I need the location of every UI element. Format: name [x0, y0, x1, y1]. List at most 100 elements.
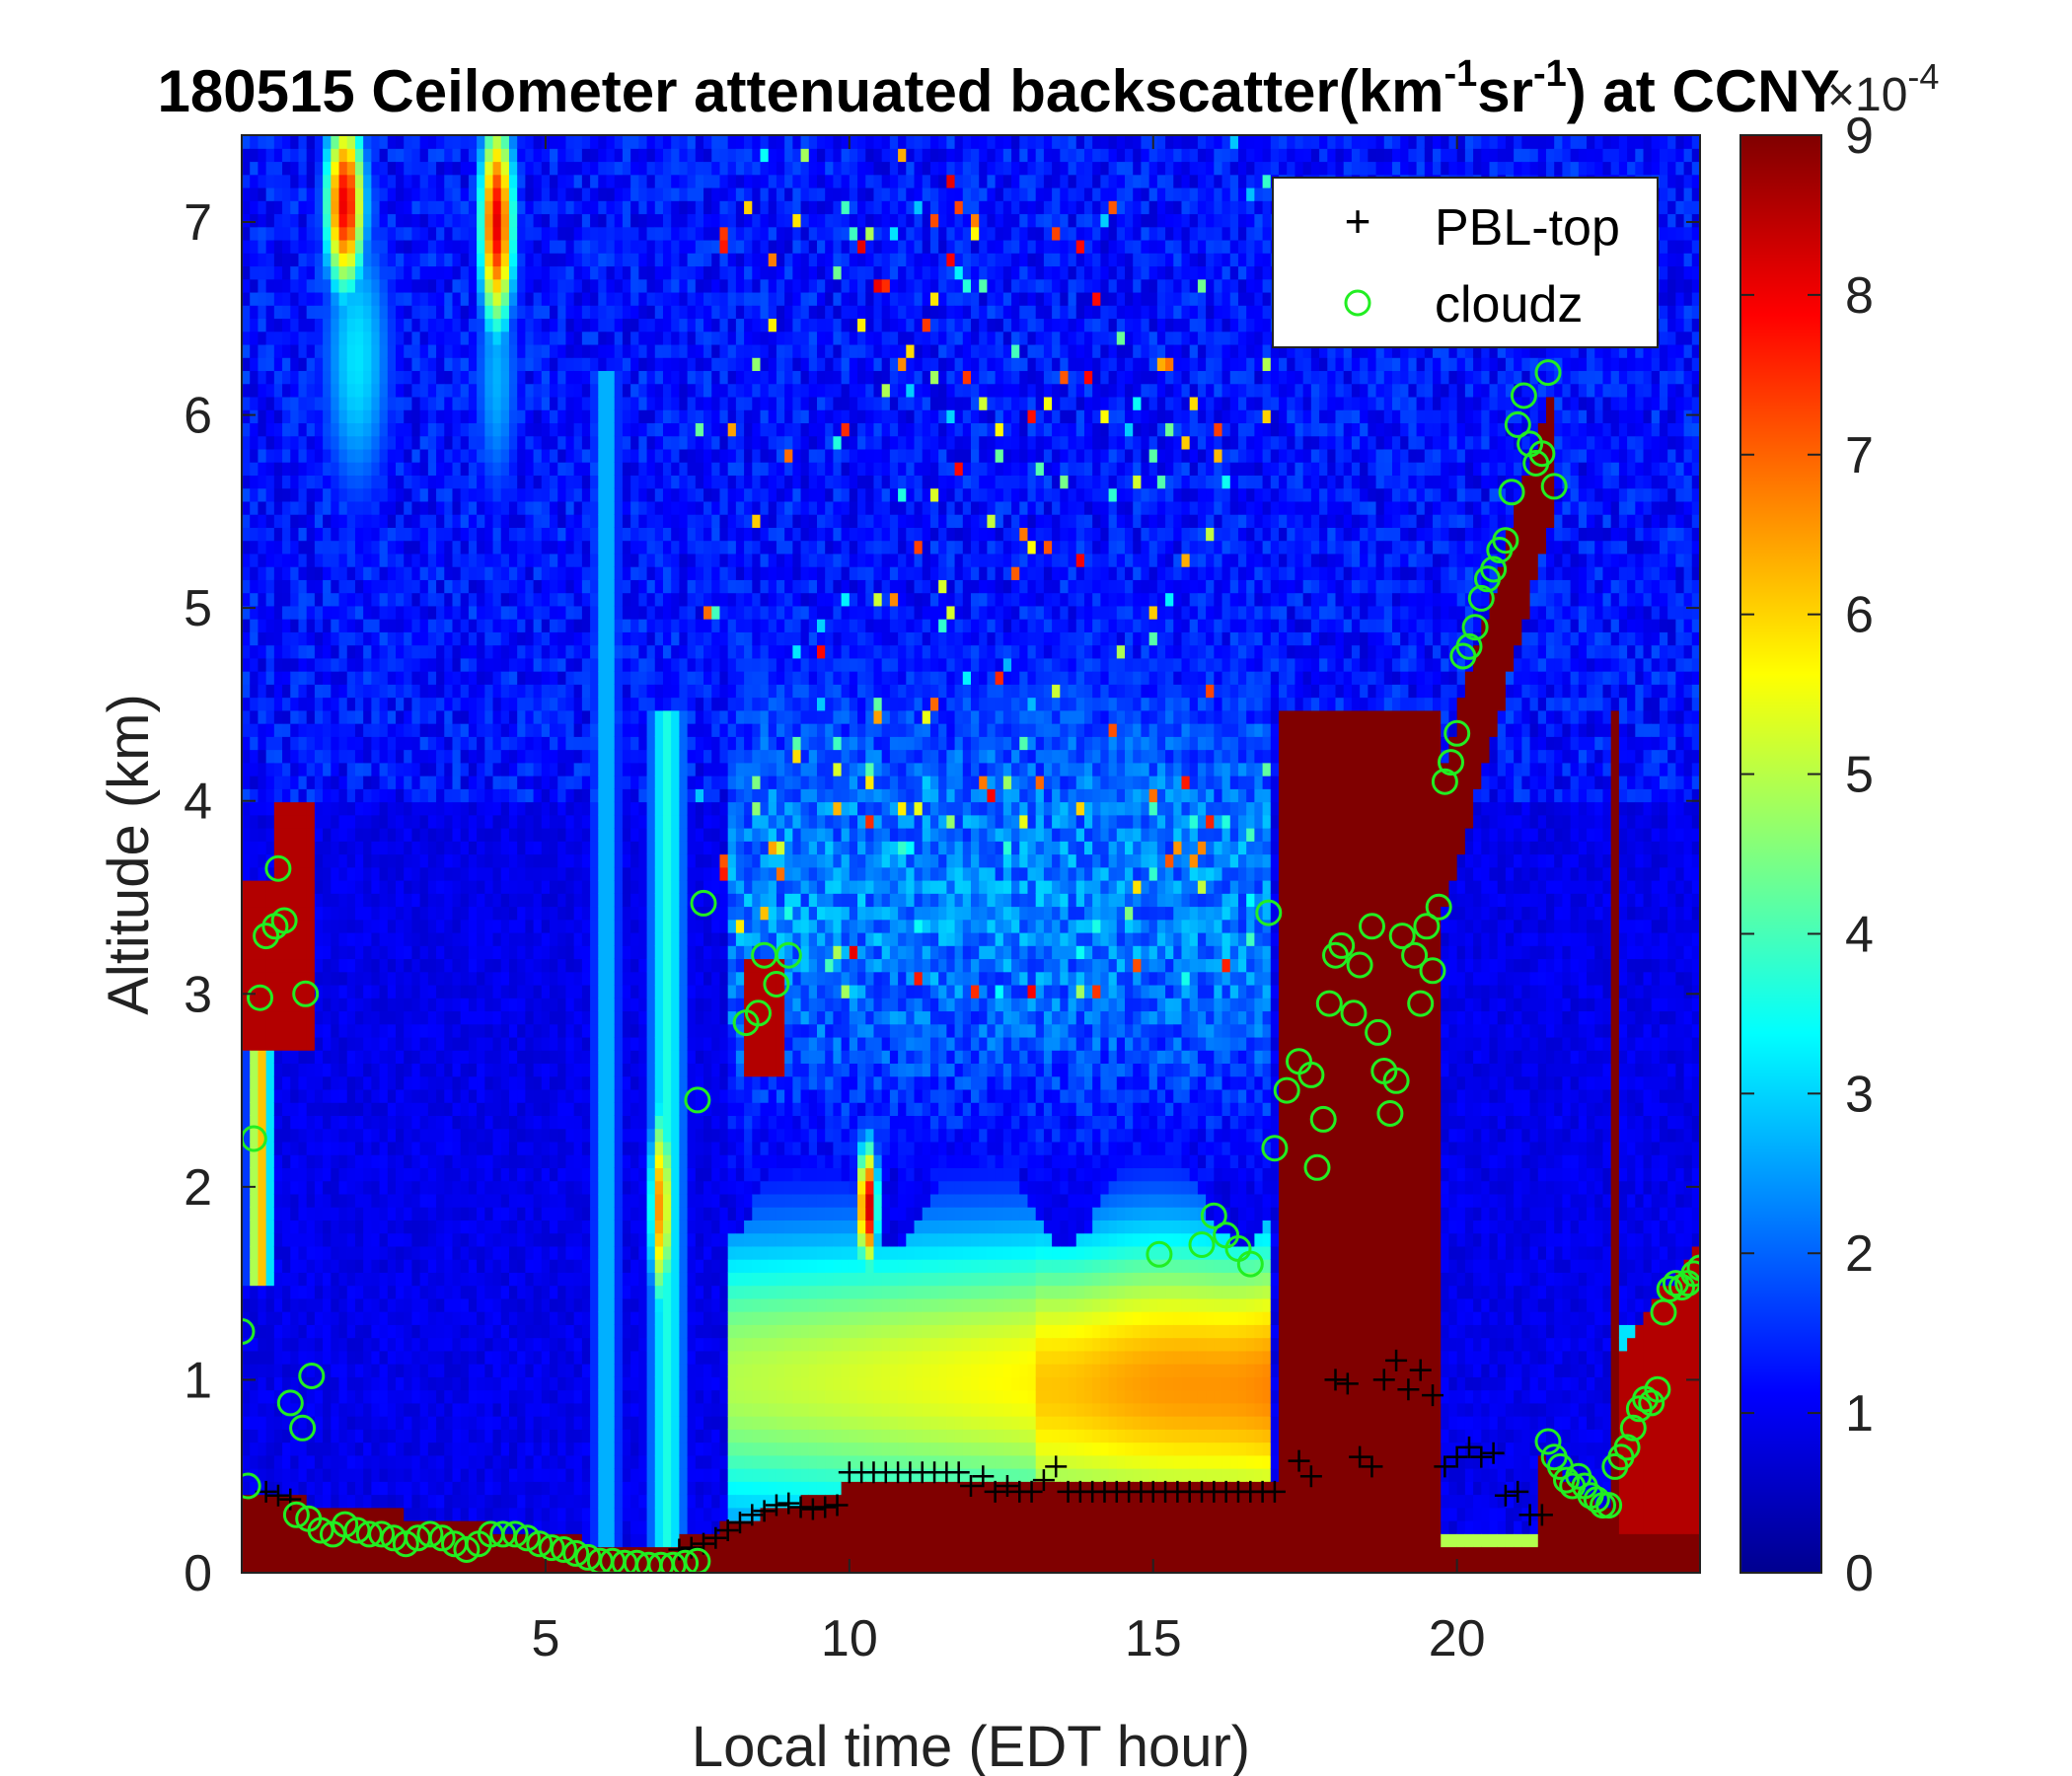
heatmap-cell [525, 1429, 535, 1443]
heatmap-cell [460, 776, 470, 789]
heatmap-cell [581, 579, 591, 594]
heatmap-cell [396, 709, 405, 724]
heatmap-cell [387, 709, 397, 724]
heatmap-cell [581, 919, 591, 933]
heatmap-cell [371, 1416, 381, 1430]
heatmap-cell [265, 1389, 275, 1404]
heatmap-cell [427, 1128, 437, 1143]
heatmap-cell [444, 1115, 454, 1130]
heatmap-cell [581, 866, 591, 881]
heatmap-cell [590, 475, 599, 489]
heatmap-cell [258, 1297, 267, 1312]
heatmap-cell [419, 906, 429, 921]
heatmap-cell [379, 1429, 389, 1443]
heatmap-cell [250, 644, 259, 659]
heatmap-cell [371, 644, 381, 659]
heatmap-cell [265, 1481, 275, 1496]
heatmap-cell [354, 553, 364, 567]
heatmap-cell [371, 619, 381, 632]
heatmap-cell [265, 1416, 275, 1430]
heatmap-cell [533, 318, 543, 333]
heatmap-cell [508, 697, 518, 711]
heatmap-cell [468, 657, 478, 672]
heatmap-cell [371, 409, 381, 423]
heatmap-cell [550, 657, 558, 672]
heatmap-cell [273, 1115, 283, 1130]
heatmap-cell [460, 984, 470, 999]
heatmap-cell [452, 1350, 462, 1365]
heatmap-cell [550, 1141, 558, 1155]
heatmap-cell [590, 853, 599, 868]
heatmap-cell [323, 723, 332, 737]
heatmap-cell [379, 657, 389, 672]
heatmap-cell [550, 814, 558, 829]
heatmap-cell [379, 736, 389, 751]
heatmap-cell [314, 945, 324, 960]
heatmap-cell [533, 1481, 543, 1496]
heatmap-cell [250, 409, 259, 423]
heatmap-cell [290, 226, 300, 241]
heatmap-cell [265, 1494, 275, 1509]
heatmap-cell [541, 186, 551, 201]
heatmap-cell [273, 644, 283, 659]
heatmap-cell [404, 161, 413, 176]
heatmap-cell [338, 226, 348, 241]
heatmap-cell [517, 1036, 526, 1051]
heatmap-cell [346, 906, 356, 921]
heatmap-cell [314, 1141, 324, 1155]
heatmap-cell [298, 619, 308, 632]
heatmap-cell [411, 1402, 421, 1417]
heatmap-cell [396, 1141, 405, 1155]
heatmap-cell [331, 631, 340, 646]
heatmap-cell [250, 1102, 259, 1117]
heatmap-cell [533, 657, 543, 672]
heatmap-cell [258, 186, 267, 201]
heatmap-cell [460, 305, 470, 320]
heatmap-cell [290, 253, 300, 267]
heatmap-cell [573, 1311, 583, 1325]
heatmap-cell [468, 841, 478, 855]
heatmap-cell [273, 984, 283, 999]
heatmap-cell [354, 671, 364, 685]
heatmap-cell [242, 866, 251, 881]
heatmap-cell [306, 1402, 316, 1417]
heatmap-cell [338, 1324, 348, 1339]
heatmap-cell [346, 383, 356, 398]
heatmap-cell [444, 709, 454, 724]
heatmap-cell [298, 1454, 308, 1469]
heatmap-cell [436, 984, 445, 999]
heatmap-cell [404, 788, 413, 803]
heatmap-cell [460, 1180, 470, 1195]
heatmap-cell [323, 226, 332, 241]
heatmap-cell [396, 265, 405, 280]
heatmap-cell [298, 1207, 308, 1221]
heatmap-cell [581, 1220, 591, 1234]
heatmap-cell [331, 396, 340, 410]
heatmap-cell [379, 514, 389, 528]
heatmap-cell [346, 971, 356, 986]
heatmap-cell [282, 1285, 291, 1299]
heatmap-cell [444, 253, 454, 267]
heatmap-cell [306, 1167, 316, 1182]
heatmap-cell [354, 1115, 364, 1130]
heatmap-cell [550, 1036, 558, 1051]
heatmap-cell [354, 357, 364, 372]
heatmap-cell [581, 684, 591, 699]
heatmap-cell [484, 788, 494, 803]
heatmap-cell [314, 527, 324, 542]
heatmap-cell [590, 1075, 599, 1090]
heatmap-cell [396, 893, 405, 908]
heatmap-cell [323, 866, 332, 881]
heatmap-cell [550, 749, 558, 764]
heatmap-cell [573, 1520, 583, 1534]
heatmap-cell [396, 435, 405, 450]
heatmap-cell [573, 1167, 583, 1182]
heatmap-cell [606, 1468, 616, 1482]
heatmap-cell [314, 135, 324, 149]
heatmap-cell [250, 422, 259, 437]
heatmap-cell [265, 579, 275, 594]
heatmap-cell [298, 213, 308, 228]
heatmap-cell [508, 1507, 518, 1521]
heatmap-cell [282, 879, 291, 894]
heatmap-cell [460, 1402, 470, 1417]
